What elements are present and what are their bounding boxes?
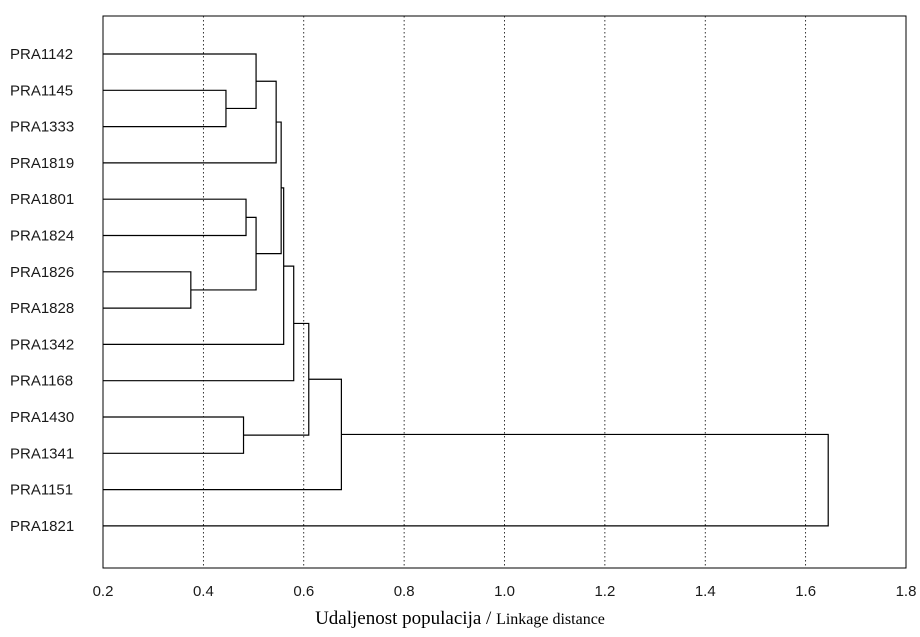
leaf-label: PRA1341 — [10, 445, 74, 462]
leaf-labels: PRA1142 PRA1145 PRA1333 PRA1819 PRA1801 PRA18… — [10, 46, 74, 535]
x-tick-label: 1.6 — [795, 583, 816, 600]
leaf-label: PRA1824 — [10, 228, 74, 245]
dendrogram-link — [103, 80, 277, 164]
dendrogram-link — [103, 271, 192, 309]
leaf-label: PRA1142 — [10, 46, 73, 63]
dendrogram-link — [243, 322, 310, 436]
x-axis: 0.2 0.4 0.6 0.8 1.0 1.2 1.4 1.6 1.8 — [93, 583, 917, 600]
x-tick-label: 1.4 — [695, 583, 716, 600]
leaf-label: PRA1821 — [10, 518, 74, 535]
dendrogram-link — [103, 416, 245, 454]
dendrogram-link — [256, 121, 282, 255]
leaf-label: PRA1826 — [10, 264, 74, 281]
dendrogram-link — [103, 265, 295, 382]
leaf-label: PRA1828 — [10, 300, 74, 317]
leaf-label: PRA1342 — [10, 336, 74, 353]
dendrogram-link — [103, 89, 227, 128]
x-axis-title-secondary: Linkage distance — [496, 611, 605, 628]
leaf-label: PRA1168 — [10, 373, 73, 390]
x-tick-label: 0.6 — [293, 583, 314, 600]
dendrogram-link — [103, 198, 247, 237]
dendrogram-link — [103, 53, 257, 110]
plot-frame — [102, 15, 907, 569]
x-tick-label: 0.8 — [394, 583, 415, 600]
x-tick-label: 0.4 — [193, 583, 214, 600]
x-tick-label: 1.0 — [494, 583, 515, 600]
grid-lines — [202, 16, 807, 568]
x-tick-label: 1.2 — [594, 583, 615, 600]
x-axis-title-primary: Udaljenost populacija / — [315, 608, 497, 629]
dendrogram-link — [103, 378, 342, 491]
dendrogram-links — [103, 53, 829, 527]
leaf-label: PRA1801 — [10, 191, 74, 208]
x-tick-label: 1.8 — [896, 583, 917, 600]
leaf-label: PRA1151 — [10, 482, 73, 499]
leaf-label: PRA1430 — [10, 409, 74, 426]
leaf-label: PRA1819 — [10, 155, 74, 172]
leaf-label: PRA1333 — [10, 119, 74, 136]
dendrogram-link — [103, 433, 829, 527]
x-axis-title: Udaljenost populacija / Linkage distance — [0, 608, 920, 630]
dendrogram-chart: 0.2 0.4 0.6 0.8 1.0 1.2 1.4 1.6 1.8 PRA1142PRA11… — [10, 15, 917, 600]
leaf-label: PRA1145 — [10, 82, 73, 99]
x-tick-label: 0.2 — [93, 583, 114, 600]
